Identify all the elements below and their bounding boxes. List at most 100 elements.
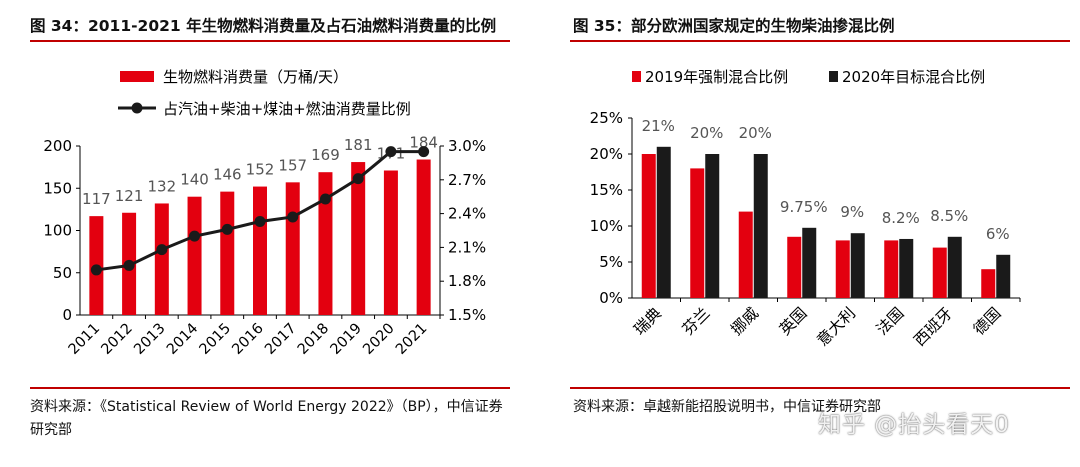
x-tick-label: 2015	[197, 321, 234, 358]
x-tick-label: 2012	[99, 321, 136, 358]
y-left-tick-label: 100	[43, 222, 72, 240]
bar-value-label: 152	[246, 161, 275, 179]
y-tick-label: 0%	[599, 289, 623, 307]
bar-2019-英国	[787, 236, 802, 298]
legend-2020-swatch	[829, 71, 838, 82]
legend-line-marker	[131, 102, 143, 114]
legend-2020-label: 2020年目标混合比例	[842, 68, 985, 86]
y-right-tick-label: 3.0%	[448, 137, 486, 155]
ratio-point-2018	[319, 193, 331, 205]
bar-2019-意大利	[835, 240, 850, 298]
data-label-2020: 9.75%	[780, 198, 828, 216]
legend-bar-swatch	[120, 71, 154, 82]
bar-2019-挪威	[738, 211, 753, 298]
y-tick-label: 10%	[590, 217, 623, 235]
bar-2020-挪威	[753, 154, 768, 298]
data-label-2020: 6%	[986, 225, 1010, 243]
bar-value-label: 169	[311, 146, 340, 164]
ratio-point-2016	[254, 215, 266, 227]
data-label-2020: 21%	[642, 117, 675, 135]
x-tick-label: 2011	[66, 321, 103, 358]
y-tick-label: 15%	[590, 181, 623, 199]
bar-value-label: 132	[147, 177, 176, 195]
biodiesel-blend-chart: 2019年强制混合比例 2020年目标混合比例 0% 5% 10% 15% 20% 25% 21…	[590, 68, 1021, 350]
bar-2013	[154, 203, 169, 315]
x-tick-label: 法国	[873, 304, 908, 339]
ratio-point-2014	[189, 230, 201, 242]
ratio-point-2013	[156, 244, 168, 256]
right-source-note: 资料来源：卓越新能招股说明书，中信证券研究部	[573, 399, 881, 415]
legend-2019-label: 2019年强制混合比例	[645, 68, 788, 86]
left-figure: 图 34：2011-2021 年生物燃料消费量及占石油燃料消费量的比例 生物燃料…	[0, 0, 520, 467]
bar-2020-西班牙	[947, 236, 962, 298]
legend-bar-label: 生物燃料消费量（万桶/天）	[163, 68, 348, 86]
bar-2014	[187, 196, 202, 315]
ratio-point-2019	[352, 173, 364, 185]
y-tick-label: 5%	[599, 253, 623, 271]
data-label-2020: 8.5%	[930, 207, 968, 225]
x-tick-label: 挪威	[727, 304, 762, 339]
watermark: 知乎 @抬头看天0	[818, 412, 1010, 438]
bar-2019-德国	[981, 269, 996, 298]
data-label-2020: 20%	[690, 124, 723, 142]
bar-value-label: 146	[213, 166, 242, 184]
x-tick-label: 2017	[262, 321, 299, 358]
ratio-point-2015	[221, 223, 233, 235]
x-tick-label: 瑞典	[630, 304, 665, 339]
x-tick-label: 2013	[131, 321, 168, 358]
right-title-rule	[570, 40, 1070, 42]
x-tick-label: 2018	[295, 321, 332, 358]
x-tick-label: 2019	[328, 321, 365, 358]
y-left-tick-label: 0	[62, 306, 72, 324]
bar-2020-瑞典	[656, 146, 671, 298]
bar-value-label: 181	[344, 136, 373, 154]
y-left-tick-label: 150	[43, 179, 72, 197]
bar-2019	[351, 162, 366, 315]
bar-2018	[318, 172, 333, 315]
bar-2016	[253, 186, 267, 315]
y-right-tick-label: 2.1%	[448, 238, 486, 256]
bar-value-label: 117	[82, 190, 111, 208]
left-title-rule	[30, 40, 510, 42]
x-tick-label: 英国	[776, 304, 811, 339]
left-source-rule	[30, 387, 510, 389]
bar-value-label: 140	[180, 171, 209, 189]
legend-2019-swatch	[632, 71, 641, 82]
x-tick-label: 德国	[970, 304, 1005, 339]
bar-2019-西班牙	[932, 247, 947, 298]
x-tick-label: 意大利	[813, 303, 859, 349]
ratio-point-2021	[418, 146, 430, 158]
y-tick-label: 20%	[590, 145, 623, 163]
x-tick-label: 芬兰	[679, 304, 714, 339]
data-label-2020: 9%	[840, 203, 864, 221]
bar-2020	[383, 170, 398, 315]
bar-2019-芬兰	[690, 168, 705, 298]
right-figure: 图 35：部分欧洲国家规定的生物柴油掺混比例 2019年强制混合比例 2020年目…	[565, 0, 1080, 467]
bar-2017	[285, 182, 300, 315]
x-tick-label: 2021	[393, 321, 430, 358]
y-right-tick-label: 1.8%	[448, 272, 486, 290]
left-source-note: 资料来源：《Statistical Review of World Energy…	[30, 399, 503, 438]
left-figure-title: 图 34：2011-2021 年生物燃料消费量及占石油燃料消费量的比例	[30, 17, 497, 35]
x-tick-label: 2016	[229, 321, 266, 358]
y-right-tick-label: 1.5%	[448, 306, 486, 324]
legend-line-label: 占汽油+柴油+煤油+燃油消费量比例	[163, 100, 411, 118]
bar-2020-意大利	[850, 233, 865, 298]
data-label-2020: 8.2%	[882, 209, 920, 227]
x-tick-label: 2014	[164, 321, 201, 358]
bar-2019-瑞典	[641, 154, 656, 298]
bar-2021	[416, 159, 431, 315]
y-tick-label: 25%	[590, 109, 623, 127]
ratio-point-2011	[90, 264, 102, 276]
ratio-point-2012	[123, 259, 135, 271]
biofuel-consumption-chart: 生物燃料消费量（万桶/天） 占汽油+柴油+煤油+燃油消费量比例 0 50 100 150 2…	[43, 68, 486, 358]
bar-2020-芬兰	[705, 154, 720, 298]
bar-value-label: 121	[115, 187, 144, 205]
x-tick-label: 2020	[360, 321, 397, 358]
x-tick-label: 西班牙	[910, 304, 956, 350]
ratio-point-2020	[385, 146, 397, 158]
bar-2019-法国	[884, 240, 899, 298]
bar-2020-英国	[802, 227, 817, 298]
y-left-tick-label: 200	[43, 137, 72, 155]
bar-2015	[220, 191, 235, 315]
